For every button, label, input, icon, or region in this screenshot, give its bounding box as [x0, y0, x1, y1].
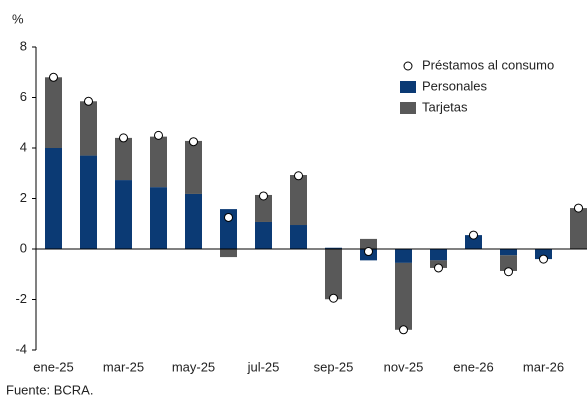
bar — [430, 249, 447, 261]
dot — [189, 137, 198, 147]
x-tick-label: mar-26 — [523, 359, 564, 374]
source: Fuente: BCRA. — [6, 382, 93, 397]
dot — [84, 96, 93, 106]
bar — [220, 249, 237, 258]
bar — [500, 255, 517, 271]
y-tick-label: 8 — [20, 38, 27, 53]
dot — [574, 203, 583, 213]
bar — [80, 155, 97, 249]
bar — [290, 175, 307, 226]
dot — [469, 230, 478, 240]
dot — [399, 325, 408, 335]
y-tick-label: 6 — [20, 89, 27, 104]
dot — [294, 171, 303, 181]
x-tick-label: nov-25 — [384, 359, 424, 374]
dot — [119, 133, 128, 143]
legend-marker — [403, 61, 413, 71]
dot — [329, 293, 338, 303]
dot — [259, 191, 268, 201]
bar — [255, 194, 272, 222]
x-tick-label: ene-25 — [33, 359, 73, 374]
y-tick-label: 0 — [20, 240, 27, 255]
bar — [150, 187, 167, 249]
bar — [115, 180, 132, 249]
x-tick-label: jul-25 — [247, 359, 280, 374]
bar — [395, 249, 412, 263]
bar — [150, 136, 167, 188]
dot — [539, 254, 548, 264]
y-unit: % — [12, 11, 24, 26]
legend-label: Préstamos al consumo — [422, 57, 554, 72]
dot — [504, 267, 513, 277]
bar — [325, 247, 342, 249]
x-tick-label: ene-26 — [453, 359, 493, 374]
dot — [49, 72, 58, 82]
dot — [434, 263, 443, 273]
bar — [185, 193, 202, 249]
dot — [364, 247, 373, 257]
legend-label: Personales — [422, 78, 488, 93]
bar — [395, 262, 412, 330]
bar — [80, 101, 97, 156]
legend-marker — [400, 81, 416, 93]
x-tick-label: sep-25 — [314, 359, 354, 374]
bar — [255, 221, 272, 249]
bar — [45, 148, 62, 249]
y-tick-label: -4 — [15, 341, 27, 356]
legend-label: Tarjetas — [422, 99, 468, 114]
bar — [570, 208, 587, 249]
bar — [220, 209, 237, 249]
bar — [290, 225, 307, 249]
y-tick-label: 4 — [20, 139, 27, 154]
bar — [465, 235, 482, 249]
y-tick-label: 2 — [20, 190, 27, 205]
bar — [325, 249, 342, 300]
x-tick-label: may-25 — [172, 359, 215, 374]
dot — [224, 212, 233, 222]
legend-marker — [400, 102, 416, 114]
x-tick-label: mar-25 — [103, 359, 144, 374]
y-tick-label: -2 — [15, 291, 27, 306]
dot — [154, 130, 163, 140]
bar — [535, 249, 552, 260]
bar — [115, 137, 132, 181]
bar — [500, 249, 517, 256]
bar — [45, 77, 62, 148]
bar — [185, 140, 202, 194]
bar — [360, 238, 377, 249]
